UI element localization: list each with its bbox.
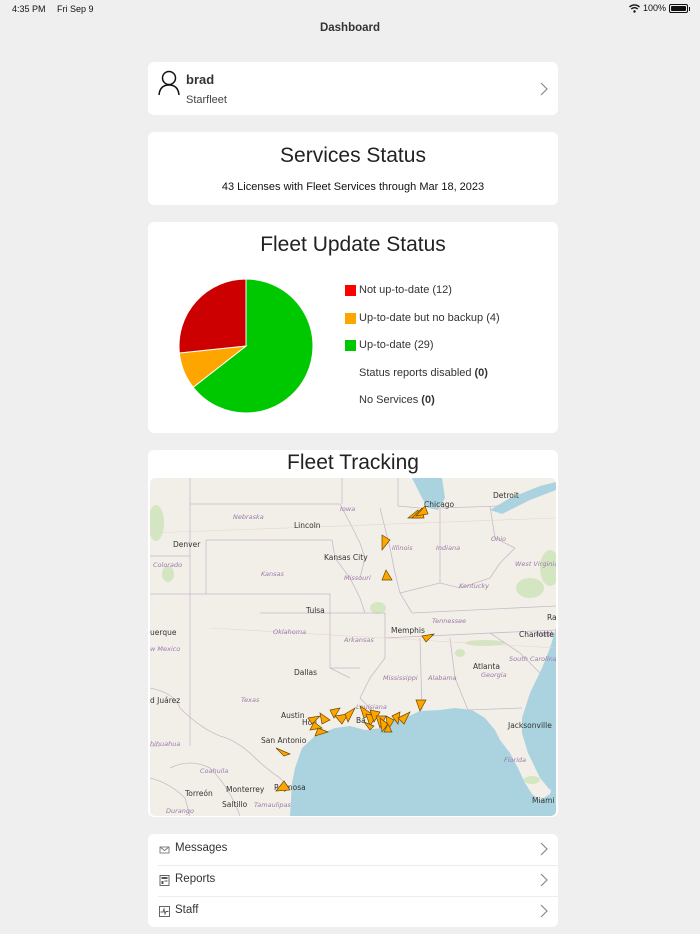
legend-swatch-red [345, 285, 356, 296]
map-region-label: Oklahoma [273, 628, 306, 636]
envelope-icon [159, 846, 170, 854]
menu-item-reports[interactable]: Reports [148, 865, 558, 896]
chevron-right-icon [540, 873, 548, 887]
battery-icon [669, 3, 690, 13]
map-city-label: Charlotte [519, 630, 554, 639]
map-region-label: Louisiana [356, 703, 387, 711]
map-city-label: Detroit [493, 491, 519, 500]
fleet-tracking-card: Fleet Tracking [148, 450, 558, 817]
chevron-right-icon [540, 842, 548, 856]
map-region-label: Coahuila [200, 767, 228, 775]
divider [158, 896, 558, 897]
legend-swatch-orange [345, 312, 356, 324]
menu-label-staff: Staff [175, 904, 199, 916]
map-city-label: uerque [150, 628, 177, 637]
status-date: Fri Sep 9 [57, 4, 94, 14]
legend-item-not-up-to-date: Not up-to-date (12) [345, 284, 500, 312]
divider [158, 865, 558, 866]
services-status-card: Services Status 43 Licenses with Fleet S… [148, 132, 558, 205]
map-city-label: Denver [173, 540, 201, 549]
chevron-right-icon [540, 904, 548, 918]
map-city-label: Lincoln [294, 521, 321, 530]
legend-swatch-green [345, 340, 356, 351]
map-region-label: Iowa [340, 505, 355, 513]
battery-percent: 100% [642, 3, 666, 13]
legend-item-no-services: No Services (0) [359, 394, 435, 406]
menu-item-messages[interactable]: Messages [148, 834, 558, 865]
map-city-label: Kansas City [324, 553, 368, 562]
legend-item-up-to-date: Up-to-date (29) [345, 339, 500, 367]
map-city-label: San Antonio [261, 736, 307, 745]
map-city-label: Dallas [294, 668, 317, 677]
map-city-label: Atlanta [473, 662, 500, 671]
pie-slice-not-up-to-date[interactable] [178, 278, 247, 354]
map-city-label: d Juárez [150, 696, 180, 705]
fleet-update-pie-chart [178, 278, 314, 414]
legend-item-reports-disabled: Status reports disabled (0) [359, 366, 488, 379]
map-city-label: Hou [302, 718, 317, 727]
pie-legend: Not up-to-date (12) Up-to-date but no ba… [345, 284, 500, 422]
map-city-label: Jacksonville [507, 721, 552, 730]
map-city-label: Rale [547, 613, 556, 622]
wifi-icon [628, 3, 640, 13]
map-region-label: Illinois [392, 544, 413, 552]
map-city-label: Torreón [184, 789, 213, 798]
map-region-label: Georgia [481, 671, 507, 679]
chevron-right-icon [540, 82, 548, 96]
map-city-label: Miami [532, 796, 555, 805]
map-region-label: Texas [241, 696, 260, 704]
navigation-menu: Messages Reports Staff [148, 834, 558, 927]
staff-icon [159, 906, 170, 917]
map-region-label: Durango [166, 807, 194, 815]
map-city-label: Chicago [424, 500, 455, 509]
map-region-label: South Carolina [509, 655, 556, 663]
user-organization: Starfleet [186, 94, 227, 106]
status-bar: 4:35 PM Fri Sep 9 100% [0, 0, 700, 18]
map-region-label: Missouri [344, 574, 371, 582]
map-city-label: Reynosa [274, 783, 306, 792]
legend-item-no-backup: Up-to-date but no backup (4) [345, 312, 500, 340]
user-profile-row[interactable]: brad Starfleet [148, 62, 558, 115]
map-city-label: Memphis [391, 626, 425, 635]
menu-label-messages: Messages [175, 842, 228, 854]
status-time: 4:35 PM [12, 4, 46, 14]
map-region-label: Kansas [261, 570, 285, 578]
fleet-update-title: Fleet Update Status [260, 233, 446, 256]
person-icon [158, 70, 180, 96]
menu-label-reports: Reports [175, 873, 216, 885]
menu-item-staff[interactable]: Staff [148, 896, 558, 927]
map-region-label: Kentucky [459, 582, 489, 590]
fleet-tracking-map[interactable]: Iowa Nebraska Colorado Kansas Missouri Illino… [150, 478, 556, 816]
map-region-label: North C [536, 630, 556, 638]
map-region-label: Nebraska [233, 513, 264, 521]
map-city-label: Saltillo [222, 800, 248, 809]
page-title: Dashboard [319, 22, 381, 34]
map-city-label: Monterrey [226, 785, 265, 794]
map-region-label: Arkansas [343, 636, 374, 644]
services-title: Services Status [280, 144, 426, 167]
map-region-label: Mississippi [383, 674, 418, 682]
map-region-label: Tennessee [432, 617, 466, 625]
map-region-label: Tamaulipas [254, 801, 291, 809]
vehicle-markers [275, 505, 436, 792]
services-license-summary: 43 Licenses with Fleet Services through … [221, 181, 485, 193]
map-region-label: w Mexico [150, 645, 180, 653]
map-canvas[interactable]: Iowa Nebraska Colorado Kansas Missouri Illino… [150, 478, 556, 816]
map-region-label: Indiana [436, 544, 460, 552]
map-city-label: Austin [281, 711, 305, 720]
map-city-label: Ba [356, 716, 366, 725]
map-region-label: Alabama [427, 674, 457, 682]
user-name: brad [186, 72, 215, 87]
map-region-label: Florida [504, 756, 526, 764]
pie-slice-up-to-date[interactable] [192, 278, 314, 414]
map-city-label: Tulsa [305, 606, 325, 615]
fleet-update-card: Fleet Update Status Not up-to-date (12) … [148, 222, 558, 433]
map-region-label: Colorado [153, 561, 182, 569]
report-icon [159, 875, 170, 886]
fleet-tracking-title: Fleet Tracking [287, 451, 419, 474]
map-region-label: West Virginia [515, 560, 556, 568]
map-region-label: hihuahua [150, 740, 180, 748]
map-region-label: Ohio [491, 535, 506, 543]
